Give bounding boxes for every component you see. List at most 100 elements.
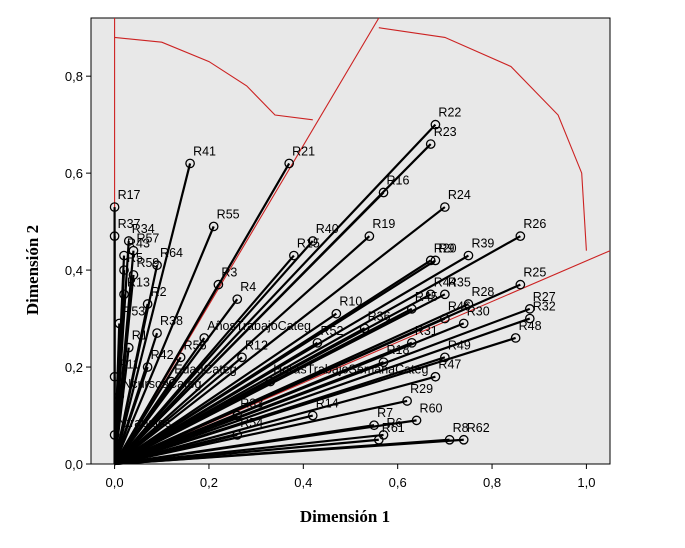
point-marker-r13 [119, 289, 129, 300]
point-marker-r38 [152, 328, 162, 338]
x-tick-label: 0,0 [106, 475, 124, 490]
point-marker-r19 [364, 231, 375, 242]
point-label-ncursoscateg: NcursosCateg [122, 377, 201, 391]
vector-r47 [114, 375, 436, 466]
point-marker-añostrabajocateg [199, 333, 210, 343]
vector-r26 [114, 235, 521, 465]
point-label-r9: R9 [438, 241, 454, 255]
x-tick-label: 0,8 [483, 475, 501, 490]
point-marker-r2 [142, 299, 153, 309]
point-label-r62: R62 [467, 421, 490, 435]
y-tick-label: 0,0 [65, 457, 83, 472]
point-label-r47: R47 [438, 358, 461, 372]
point-marker-r17 [109, 202, 120, 212]
point-label-r61: R61 [382, 421, 405, 435]
point-label-r23: R23 [434, 125, 457, 139]
x-axis-title: Dimensión 1 [300, 507, 390, 526]
point-label-r31: R31 [415, 324, 438, 338]
point-label-r21: R21 [292, 144, 315, 158]
point-marker-r53 [114, 318, 125, 329]
point-marker-r33 [232, 410, 243, 421]
point-label-r6: R6 [387, 416, 403, 430]
point-marker-r7 [369, 420, 379, 431]
point-marker-r43 [119, 250, 129, 261]
vector-r15 [113, 254, 295, 465]
vector-r55 [113, 226, 215, 465]
reference-arc [378, 27, 587, 251]
point-marker-r10 [331, 308, 342, 319]
point-label-r2: R2 [151, 285, 167, 299]
point-label-r35: R35 [448, 275, 471, 289]
point-marker-r14 [307, 410, 318, 421]
point-label-r59: R59 [136, 256, 159, 270]
point-label-r54: R54 [240, 416, 263, 430]
point-marker-r27 [524, 304, 535, 314]
vector-r22 [113, 123, 437, 465]
point-marker-r54 [232, 430, 243, 440]
point-label-r10: R10 [339, 295, 362, 309]
point-marker-r26 [515, 231, 526, 242]
point-marker-r4 [232, 294, 243, 305]
point-marker-r15 [289, 250, 299, 261]
point-marker-r64 [152, 260, 162, 271]
point-marker-r49 [440, 352, 450, 363]
y-tick-label: 0,8 [65, 69, 83, 84]
point-marker-r16 [378, 187, 389, 198]
point-label-r52: R52 [320, 324, 343, 338]
point-label-r60: R60 [420, 401, 443, 415]
point-label-r46: R46 [448, 300, 471, 314]
point-label-horastrabajosemanacateg: HorasTrabajoSemanaCateg [273, 363, 428, 377]
point-marker-r9 [430, 255, 441, 266]
point-marker-ntrabajos [109, 430, 120, 440]
y-axis-title: Dimensión 2 [23, 225, 42, 315]
point-marker-r45 [406, 304, 417, 314]
x-tick-label: 0,6 [389, 475, 407, 490]
point-label-r30: R30 [467, 304, 490, 318]
point-label-r20: R20 [434, 241, 457, 255]
vector-r16 [113, 191, 385, 465]
point-label-r24: R24 [448, 188, 471, 202]
point-label-r43: R43 [127, 237, 150, 251]
point-label-r25: R25 [523, 266, 546, 280]
point-label-r16: R16 [387, 174, 410, 188]
point-label-r48: R48 [519, 319, 542, 333]
vector-r54 [114, 433, 238, 466]
point-label-r12: R12 [245, 338, 268, 352]
point-marker-r18 [378, 357, 389, 368]
point-label-ntrabajos: Ntrabajos [118, 416, 172, 430]
point-marker-r11 [109, 371, 120, 382]
vector-r46 [114, 317, 446, 466]
point-label-r5: R5 [127, 251, 143, 265]
point-marker-r62 [458, 434, 469, 445]
point-marker-r5 [119, 265, 129, 275]
point-marker-r55 [208, 221, 219, 232]
point-label-r11: R11 [118, 358, 140, 372]
point-label-r36: R36 [368, 309, 391, 323]
vector-r24 [113, 206, 446, 465]
point-label-r32: R32 [533, 300, 556, 314]
point-label-r13: R13 [127, 275, 150, 289]
vector-r2 [113, 303, 149, 465]
point-label-r26: R26 [523, 217, 546, 231]
point-label-r34: R34 [132, 222, 155, 236]
x-tick-label: 0,2 [200, 475, 218, 490]
point-marker-r29 [402, 396, 412, 406]
y-tick-label: 0,2 [65, 360, 83, 375]
point-label-r3: R3 [221, 266, 237, 280]
vector-horastrabajosemanacateg [114, 380, 271, 465]
point-label-r49: R49 [448, 338, 471, 352]
vector-r10 [113, 312, 337, 465]
y-tick-label: 0,6 [65, 166, 83, 181]
point-marker-r28 [463, 299, 474, 309]
point-marker-r56 [175, 352, 186, 363]
vector-r19 [113, 235, 371, 465]
point-label-r37: R37 [118, 217, 141, 231]
x-tick-label: 0,4 [294, 475, 312, 490]
point-marker-r36 [359, 323, 370, 334]
point-marker-r22 [430, 119, 441, 130]
point-label-r1: R1 [132, 329, 148, 343]
point-marker-r8 [444, 434, 455, 445]
point-marker-r44 [425, 289, 436, 300]
